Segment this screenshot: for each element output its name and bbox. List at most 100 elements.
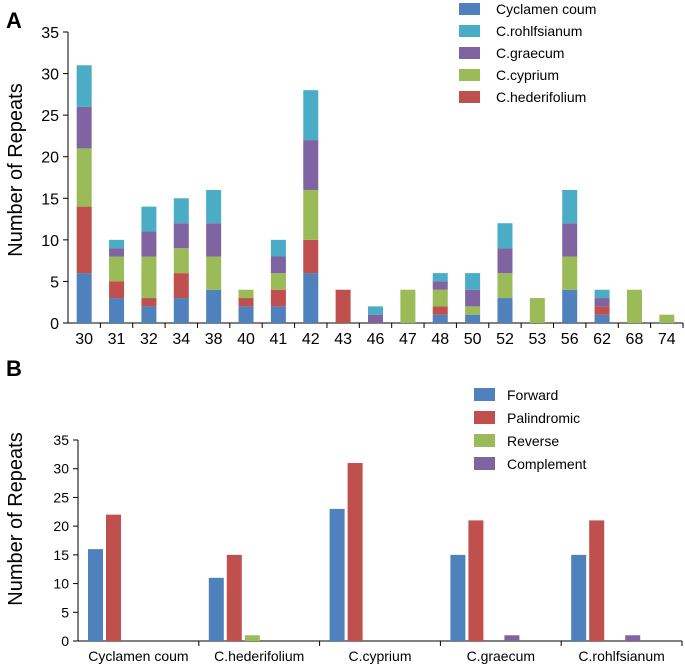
panel-b-y-tick-label: 5 <box>61 604 69 620</box>
bar-c-graecum-34 <box>173 223 189 249</box>
bar-c-cyprium-42 <box>303 189 319 240</box>
panel-a-x-tick-label: 62 <box>593 331 611 348</box>
panel-a-y-tick-label: 35 <box>41 25 59 42</box>
bar-c-cyprium-34 <box>173 248 189 274</box>
legend-swatch <box>459 47 480 59</box>
bar-c-rohlfsianum-46 <box>368 306 383 315</box>
bar-c-graecum-46 <box>368 314 383 323</box>
bar-c-rohlfsianum-41 <box>270 239 286 257</box>
bar-c-rohlfsianum-30 <box>76 65 92 107</box>
panel-a-legend: Cyclamen coum C.rohlfsianum C.graecum C.cyp… <box>459 1 596 105</box>
bar-c-rohlfsianum-31 <box>109 239 125 249</box>
legend-label: C.rohlfsianum <box>496 23 582 39</box>
panel-a-y-tick-label: 0 <box>50 316 59 333</box>
bar-cyclamen-coum-41 <box>270 306 286 323</box>
bar-c-cyprium-48 <box>432 289 448 307</box>
panel-b-x-tick-label: C.rohlfsianum <box>578 648 664 664</box>
bar-palindromic-c-graecum <box>468 520 484 641</box>
panel-b-y-tick-label: 20 <box>53 518 69 534</box>
legend-swatch <box>459 91 480 103</box>
legend-swatch <box>459 25 480 37</box>
panel-a-x-tick-label: 34 <box>172 331 190 348</box>
panel-a-x-tick-label: 30 <box>75 331 93 348</box>
bar-c-hederifolium-41 <box>270 289 286 307</box>
legend-label: Forward <box>507 387 558 403</box>
bar-c-rohlfsianum-34 <box>173 198 189 224</box>
bar-c-rohlfsianum-48 <box>432 273 448 282</box>
bar-complement-c-graecum <box>504 635 520 641</box>
bar-c-graecum-52 <box>497 248 513 274</box>
bar-forward-c-hederifolium <box>208 577 224 641</box>
panel-a-x-tick-label: 43 <box>334 331 352 348</box>
bar-forward-cyclamen-coum <box>88 549 103 641</box>
bar-cyclamen-coum-32 <box>141 306 157 323</box>
bar-c-graecum-56 <box>562 223 578 257</box>
bar-c-graecum-30 <box>76 106 92 149</box>
panel-a-x-tick-label: 46 <box>367 331 385 348</box>
legend-label: Palindromic <box>507 410 580 426</box>
bar-palindromic-cyclamen-coum <box>106 514 121 641</box>
bar-c-graecum-41 <box>270 256 286 274</box>
bar-c-cyprium-74 <box>659 314 675 323</box>
bar-palindromic-c-rohlfsianum <box>589 520 605 641</box>
bar-palindromic-c-cyprium <box>347 462 363 641</box>
bar-cyclamen-coum-34 <box>173 298 189 323</box>
bar-c-graecum-38 <box>206 223 222 257</box>
bar-forward-c-graecum <box>450 554 466 641</box>
bar-c-cyprium-50 <box>465 306 481 315</box>
panel-a-x-tick-label: 38 <box>205 331 223 348</box>
panel-a-x-tick-label: 50 <box>464 331 482 348</box>
panel-b: B Number of Repeats 0 5 10 15 20 25 30 35 Cyclam… <box>5 356 683 664</box>
bar-c-cyprium-32 <box>141 256 157 299</box>
bar-c-cyprium-56 <box>562 256 578 290</box>
legend-swatch <box>474 411 495 424</box>
panel-a-y-tick-label: 25 <box>41 108 59 125</box>
bar-c-cyprium-30 <box>76 148 92 207</box>
bar-c-graecum-42 <box>303 140 319 190</box>
bar-c-hederifolium-34 <box>173 273 189 299</box>
panel-b-y-tick-label: 10 <box>53 576 69 592</box>
bar-forward-c-cyprium <box>329 508 345 641</box>
bar-c-rohlfsianum-56 <box>562 189 578 224</box>
legend-swatch <box>474 457 495 470</box>
panel-a-axes: 0 5 10 15 20 25 30 35 30 31 32 34 38 40 41 42 43 46 47 48 50… <box>41 25 684 348</box>
panel-a: A Number of Repeats 0 5 10 15 20 25 30 35 30 31 32… <box>5 1 684 348</box>
bar-cyclamen-coum-52 <box>497 298 513 323</box>
panel-b-bars <box>88 462 641 641</box>
panel-a-x-tick-label: 53 <box>528 331 546 348</box>
panel-a-y-tick-label: 20 <box>41 150 59 167</box>
bar-c-graecum-50 <box>465 289 481 307</box>
panel-b-x-tick-label: C.graecum <box>467 648 535 664</box>
bar-forward-c-rohlfsianum <box>571 554 587 641</box>
panel-a-x-tick-label: 42 <box>302 331 320 348</box>
bar-c-hederifolium-62 <box>594 306 610 315</box>
bar-reverse-c-hederifolium <box>244 635 260 641</box>
bar-cyclamen-coum-42 <box>303 273 319 323</box>
legend-swatch <box>459 69 480 81</box>
bar-c-cyprium-40 <box>238 289 254 299</box>
panel-b-y-tick-label: 35 <box>53 432 69 448</box>
legend-swatch <box>459 3 480 15</box>
bar-complement-c-rohlfsianum <box>625 635 641 641</box>
panel-a-x-tick-label: 48 <box>431 331 449 348</box>
legend-label: Cyclamen coum <box>496 1 596 17</box>
panel-a-x-tick-label: 41 <box>269 331 287 348</box>
bar-cyclamen-coum-38 <box>206 289 222 323</box>
panel-a-bars <box>76 65 675 323</box>
bar-palindromic-c-hederifolium <box>226 554 242 641</box>
panel-a-ylabel: Number of Repeats <box>5 83 27 256</box>
bar-cyclamen-coum-30 <box>76 273 92 323</box>
legend-label: Reverse <box>507 433 559 449</box>
bar-c-hederifolium-42 <box>303 239 319 274</box>
bar-c-cyprium-38 <box>206 256 222 290</box>
panel-b-legend: Forward Palindromic Reverse Complement <box>474 387 586 472</box>
legend-swatch <box>474 388 495 401</box>
panel-a-y-tick-label: 5 <box>50 274 59 291</box>
bar-c-graecum-62 <box>594 298 610 307</box>
bar-c-hederifolium-31 <box>109 281 125 299</box>
bar-cyclamen-coum-56 <box>562 289 578 323</box>
panel-a-x-tick-label: 74 <box>658 331 676 348</box>
legend-label: Complement <box>507 456 586 472</box>
panel-b-x-tick-label: C.cyprium <box>348 648 411 664</box>
panel-a-x-tick-label: 68 <box>626 331 644 348</box>
